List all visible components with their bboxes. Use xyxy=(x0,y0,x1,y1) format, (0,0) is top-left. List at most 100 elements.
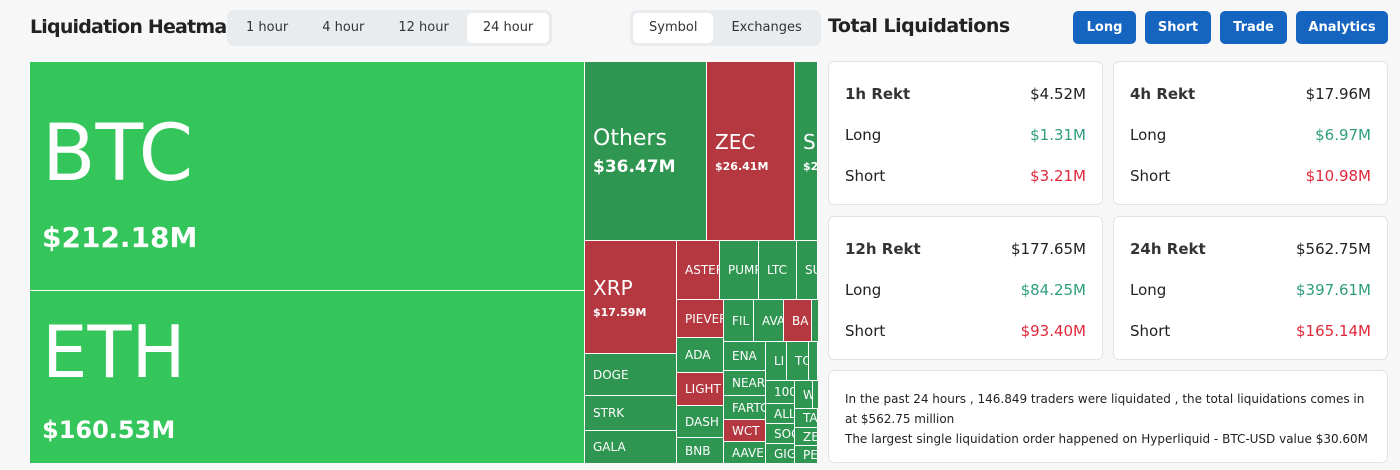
treemap-cell-ava[interactable]: AVA xyxy=(754,300,784,342)
short-value: $3.21M xyxy=(1030,167,1086,185)
cell-symbol: GALA xyxy=(593,440,626,454)
short-label: Short xyxy=(845,167,886,185)
treemap-cell-others[interactable]: Others $36.47M xyxy=(585,62,707,241)
treemap-cell-strk[interactable]: STRK xyxy=(585,396,677,431)
treemap-cell-li[interactable]: LI xyxy=(766,342,787,381)
cell-symbol: NEAR xyxy=(732,376,766,390)
cell-symbol: LIGHT xyxy=(685,382,721,396)
card-total: $4.52M xyxy=(1030,85,1086,103)
card-total: $177.65M xyxy=(1011,240,1086,258)
treemap-cell-s[interactable]: S $2 xyxy=(795,62,818,241)
total-liquidations-title: Total Liquidations xyxy=(828,15,1010,37)
short-button[interactable]: Short xyxy=(1145,11,1211,44)
tab-24-hour[interactable]: 24 hour xyxy=(466,13,550,43)
cell-value: $160.53M xyxy=(42,416,176,444)
treemap-cell-unlabeled[interactable] xyxy=(812,300,818,342)
treemap-cell-xrp[interactable]: XRP $17.59M xyxy=(585,241,677,354)
treemap-cell-aave[interactable]: AAVE xyxy=(724,442,766,463)
treemap-cell-all[interactable]: ALL xyxy=(766,404,795,424)
treemap-cell-w[interactable]: W xyxy=(795,381,813,409)
cell-symbol: W xyxy=(803,388,812,402)
cell-symbol: LTC xyxy=(767,263,788,277)
card-label: 4h Rekt xyxy=(1130,85,1196,103)
treemap-cell-ltc[interactable]: LTC xyxy=(759,241,797,300)
cell-symbol: ASTER xyxy=(685,263,719,277)
treemap-cell-eth[interactable]: ETH $160.53M xyxy=(30,291,585,463)
long-value: $397.61M xyxy=(1296,281,1371,299)
treemap-cell-pe[interactable]: PE xyxy=(795,446,818,463)
card-label: 1h Rekt xyxy=(845,85,911,103)
treemap-cell-gig[interactable]: GIG xyxy=(766,444,795,463)
treemap-cell-zec[interactable]: ZEC $26.41M xyxy=(707,62,795,241)
treemap-cell-ba[interactable]: BA xyxy=(784,300,812,342)
cell-symbol: 100 xyxy=(774,385,795,399)
trade-button[interactable]: Trade xyxy=(1220,11,1287,44)
short-label: Short xyxy=(845,322,886,340)
cell-symbol: TA xyxy=(803,411,818,425)
treemap-cell-ta[interactable]: TA xyxy=(795,409,818,428)
long-value: $1.31M xyxy=(1030,126,1086,144)
cell-symbol: ADA xyxy=(685,348,711,362)
tab-1-hour[interactable]: 1 hour xyxy=(246,20,289,35)
cell-value: $26.41M xyxy=(715,159,769,173)
cell-symbol: TO xyxy=(795,354,808,368)
treemap-cell-to[interactable]: TO xyxy=(787,342,809,381)
analytics-button[interactable]: Analytics xyxy=(1296,11,1388,44)
treemap-cell-unlabeled[interactable] xyxy=(809,342,818,381)
liquidation-summary: In the past 24 hours , 146.849 traders w… xyxy=(828,370,1388,463)
cell-symbol: AVA xyxy=(762,313,784,328)
card-label: 24h Rekt xyxy=(1130,240,1206,258)
treemap-cell-dash[interactable]: DASH xyxy=(677,406,724,438)
treemap-cell-ze[interactable]: ZE xyxy=(795,428,818,446)
treemap-cell-ada[interactable]: ADA xyxy=(677,338,724,373)
treemap-cell-aster[interactable]: ASTER xyxy=(677,241,720,300)
treemap-cell-wct[interactable]: WCT xyxy=(724,420,766,442)
rekt-card: 24h Rekt $562.75M Long $397.61M Short $165.… xyxy=(1113,216,1388,360)
cell-symbol: AAVE xyxy=(732,445,764,460)
cell-symbol: DOGE xyxy=(593,367,629,382)
cell-symbol: PE xyxy=(803,447,818,462)
cell-symbol: BNB xyxy=(685,443,711,458)
cell-symbol: WCT xyxy=(732,423,760,438)
treemap-cell-piever[interactable]: PIEVER xyxy=(677,300,724,338)
short-value: $165.14M xyxy=(1296,322,1371,340)
short-value: $93.40M xyxy=(1020,322,1086,340)
treemap-cell-gala[interactable]: GALA xyxy=(585,431,677,463)
treemap-cell-doge[interactable]: DOGE xyxy=(585,354,677,396)
treemap-cell-ena[interactable]: ENA xyxy=(724,342,766,371)
treemap-cell-fil[interactable]: FIL xyxy=(724,300,754,342)
time-range-tabs: 1 hour 4 hour 12 hour 24 hour xyxy=(227,10,553,46)
treemap-cell-100[interactable]: 100 xyxy=(766,381,795,404)
cell-symbol: XRP xyxy=(593,275,633,300)
cell-value: $17.59M xyxy=(593,305,647,319)
cell-symbol: FIL xyxy=(732,313,750,328)
treemap-cell-light[interactable]: LIGHT xyxy=(677,373,724,406)
treemap-cell-su[interactable]: SU xyxy=(797,241,818,300)
tab-12-hour[interactable]: 12 hour xyxy=(398,20,449,35)
tab-symbol[interactable]: Symbol xyxy=(633,13,714,43)
view-tabs: Symbol Exchanges xyxy=(630,10,821,46)
treemap-cell-pump[interactable]: PUMP xyxy=(720,241,759,300)
page-title: Liquidation Heatmap xyxy=(30,16,240,38)
short-label: Short xyxy=(1130,167,1171,185)
treemap-cell-fartc[interactable]: FARTC xyxy=(724,396,766,420)
cell-symbol: PIEVER xyxy=(685,311,724,326)
treemap-cell-soc[interactable]: SOC xyxy=(766,424,795,444)
cell-symbol: STRK xyxy=(593,406,625,420)
long-button[interactable]: Long xyxy=(1073,11,1136,44)
treemap-cell-near[interactable]: NEAR xyxy=(724,371,766,396)
cell-symbol: ALL xyxy=(774,406,795,421)
cell-symbol: SOC xyxy=(774,426,794,441)
tab-exchanges[interactable]: Exchanges xyxy=(731,20,802,35)
summary-text: In the past 24 hours , 146.849 traders w… xyxy=(845,392,1365,426)
treemap-cell-unlabeled[interactable] xyxy=(813,381,818,409)
long-label: Long xyxy=(845,281,882,299)
tab-4-hour[interactable]: 4 hour xyxy=(322,20,365,35)
long-label: Long xyxy=(1130,281,1167,299)
rekt-card: 1h Rekt $4.52M Long $1.31M Short $3.21M xyxy=(828,61,1103,205)
treemap-cell-bnb[interactable]: BNB xyxy=(677,438,724,463)
treemap-cell-btc[interactable]: BTC $212.18M xyxy=(30,62,585,291)
cell-symbol: DASH xyxy=(685,414,719,429)
cell-symbol: ZE xyxy=(803,429,818,444)
card-total: $17.96M xyxy=(1305,85,1371,103)
